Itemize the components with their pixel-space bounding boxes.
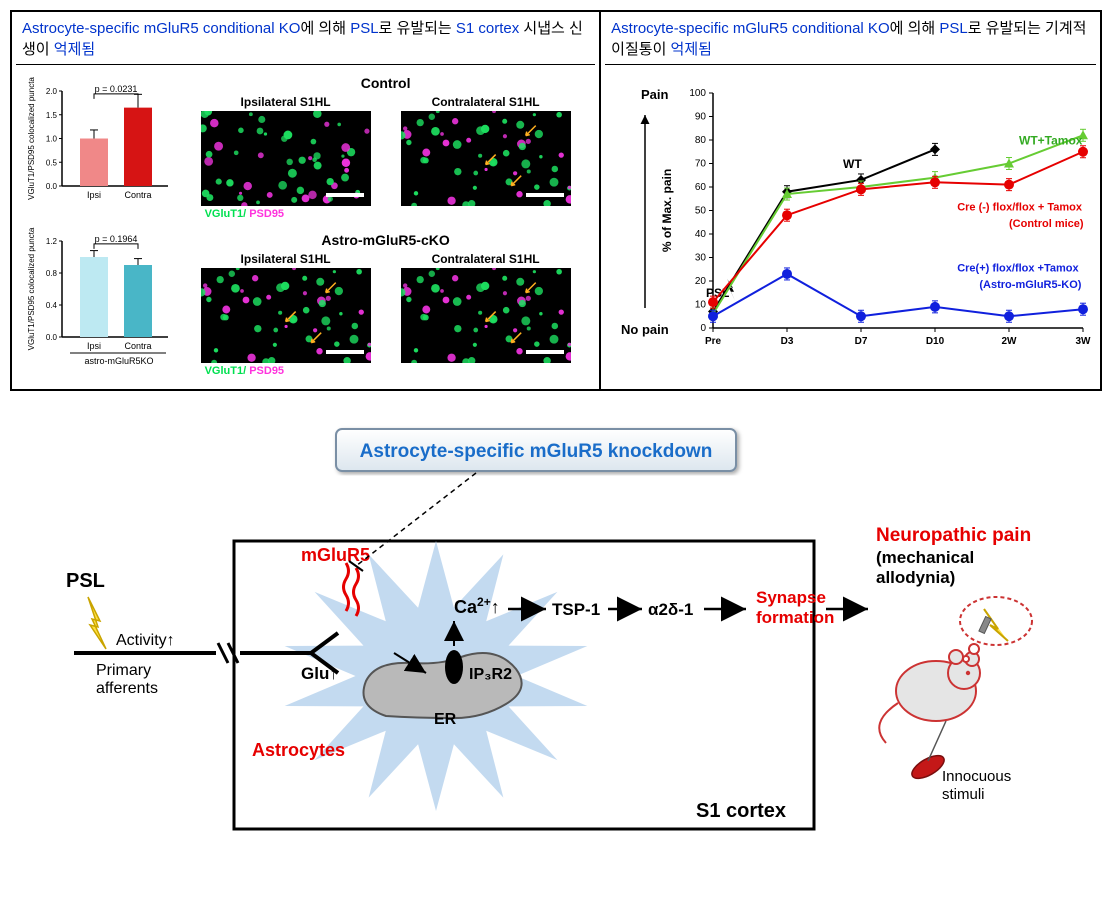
- svg-text:mGluR5: mGluR5: [301, 545, 370, 565]
- svg-text:0.5: 0.5: [46, 158, 58, 167]
- svg-text:2W: 2W: [1002, 336, 1018, 347]
- svg-text:40: 40: [695, 229, 707, 240]
- fluo-vglut1-b: VGluT1/: [205, 365, 247, 377]
- line-chart: 0102030405060708090100PreD3D7D102W3W% of…: [613, 73, 1083, 353]
- svg-text:1.0: 1.0: [46, 135, 58, 144]
- svg-text:10: 10: [695, 300, 707, 311]
- svg-text:Contra: Contra: [124, 190, 151, 200]
- svg-text:Cre(+) flox/flox +Tamox: Cre(+) flox/flox +Tamox: [957, 263, 1079, 275]
- mechanism-diagram: Astrocyte-specific mGluR5 knockdown S1 co…: [56, 421, 1056, 851]
- micro-cko-title: Astro-mGluR5-cKO: [184, 232, 587, 248]
- svg-text:Synapse: Synapse: [756, 588, 826, 607]
- svg-text:VGluT1/PSD95 colocalized punct: VGluT1/PSD95 colocalized puncta: [27, 77, 36, 200]
- svg-text:VGluT1/PSD95 colocalized punct: VGluT1/PSD95 colocalized puncta: [27, 227, 36, 350]
- svg-text:(Astro-mGluR5-KO): (Astro-mGluR5-KO): [980, 279, 1082, 291]
- svg-text:(mechanical: (mechanical: [876, 548, 974, 567]
- svg-text:1.5: 1.5: [46, 111, 58, 120]
- panel-right-title: Astrocyte-specific mGluR5 conditional KO…: [605, 16, 1096, 65]
- svg-text:0.0: 0.0: [46, 182, 58, 191]
- barchart-cko: 0.0 0.4 0.8 1.2 Ipsi Contra p = 0.1964 VGluT1/P…: [24, 223, 174, 353]
- fluo-psd95-b: PSD95: [246, 365, 284, 377]
- svg-text:No pain: No pain: [621, 322, 669, 337]
- svg-text:50: 50: [695, 206, 707, 217]
- svg-text:p = 0.0231: p = 0.0231: [95, 84, 138, 94]
- svg-text:Neuropathic pain: Neuropathic pain: [876, 525, 1031, 546]
- svg-text:60: 60: [695, 182, 707, 193]
- svg-text:Ipsi: Ipsi: [87, 341, 101, 351]
- svg-text:D3: D3: [781, 336, 794, 347]
- svg-text:0.4: 0.4: [46, 301, 58, 310]
- svg-text:D7: D7: [855, 336, 868, 347]
- svg-text:stimuli: stimuli: [942, 786, 985, 803]
- svg-text:Primary: Primary: [96, 662, 151, 679]
- fluo-vglut1: VGluT1/: [205, 208, 247, 220]
- ipsi-label: Ipsilateral S1HL: [201, 95, 371, 109]
- svg-text:1.2: 1.2: [46, 237, 58, 246]
- svg-text:Activity↑: Activity↑: [116, 632, 175, 649]
- svg-text:Cre (-) flox/flox + Tamox: Cre (-) flox/flox + Tamox: [957, 202, 1083, 214]
- svg-text:WT: WT: [843, 157, 862, 171]
- svg-text:0.8: 0.8: [46, 269, 58, 278]
- svg-text:PSL: PSL: [66, 570, 105, 592]
- micrographs: Control Ipsilateral S1HL VGluT1/ PSD95 C…: [184, 73, 587, 377]
- svg-text:WT+Tamox: WT+Tamox: [1019, 134, 1083, 148]
- svg-text:Innocuous: Innocuous: [942, 768, 1011, 785]
- svg-text:0: 0: [701, 323, 707, 334]
- micro-control-contra: [401, 111, 571, 206]
- svg-text:Ipsi: Ipsi: [87, 190, 101, 200]
- top-panels: Astrocyte-specific mGluR5 conditional KO…: [10, 10, 1102, 391]
- svg-text:2.0: 2.0: [46, 87, 58, 96]
- svg-text:Astrocytes: Astrocytes: [252, 740, 345, 760]
- svg-text:S1 cortex: S1 cortex: [696, 800, 786, 822]
- panel-left-body: 0.0 0.5 1.0 1.5 2.0 Ipsi Contra p = 0.0231 VGluT…: [16, 65, 595, 385]
- svg-text:D10: D10: [926, 336, 945, 347]
- svg-text:IP₃R2: IP₃R2: [469, 666, 512, 683]
- svg-text:afferents: afferents: [96, 680, 158, 697]
- svg-text:(Control mice): (Control mice): [1009, 218, 1084, 230]
- micro-control-ipsi: [201, 111, 371, 206]
- svg-text:0.0: 0.0: [46, 333, 58, 342]
- micro-control-title: Control: [184, 75, 587, 91]
- svg-text:90: 90: [695, 112, 707, 123]
- svg-text:30: 30: [695, 253, 707, 264]
- svg-text:100: 100: [689, 88, 706, 99]
- svg-text:% of Max. pain: % of Max. pain: [660, 169, 674, 252]
- svg-text:formation: formation: [756, 608, 834, 627]
- micro-cko-ipsi: [201, 268, 371, 363]
- panel-left: Astrocyte-specific mGluR5 conditional KO…: [11, 11, 600, 390]
- svg-text:Contra: Contra: [124, 341, 151, 351]
- panel-left-title: Astrocyte-specific mGluR5 conditional KO…: [16, 16, 595, 65]
- barcharts: 0.0 0.5 1.0 1.5 2.0 Ipsi Contra p = 0.0231 VGluT…: [24, 73, 174, 377]
- micro-cko-contra: [401, 268, 571, 363]
- barchart-control: 0.0 0.5 1.0 1.5 2.0 Ipsi Contra p = 0.0231 VGluT…: [24, 73, 174, 203]
- contra-label2: Contralateral S1HL: [401, 252, 571, 266]
- svg-text:α2δ-1: α2δ-1: [648, 600, 693, 619]
- panel-right-body: 0 10 20 30 40 50 60 70 80 90 100 Pre D3 D7 D10 2W 3W % of…: [605, 65, 1096, 361]
- micro-row-control: Ipsilateral S1HL VGluT1/ PSD95 Contralat…: [184, 95, 587, 220]
- svg-text:3W: 3W: [1076, 336, 1092, 347]
- fluo-psd95: PSD95: [246, 208, 284, 220]
- svg-text:Pre: Pre: [705, 336, 722, 347]
- svg-text:p = 0.1964: p = 0.1964: [95, 234, 138, 244]
- svg-text:Glu↑: Glu↑: [301, 664, 338, 683]
- svg-text:ER: ER: [434, 711, 457, 728]
- ipsi-label2: Ipsilateral S1HL: [201, 252, 371, 266]
- svg-text:Pain: Pain: [641, 87, 669, 102]
- svg-text:20: 20: [695, 276, 707, 287]
- svg-text:TSP-1: TSP-1: [552, 600, 600, 619]
- svg-text:70: 70: [695, 159, 707, 170]
- panel-right: Astrocyte-specific mGluR5 conditional KO…: [600, 11, 1101, 390]
- svg-text:astro-mGluR5KO: astro-mGluR5KO: [84, 356, 153, 366]
- svg-text:80: 80: [695, 135, 707, 146]
- micro-row-cko: Ipsilateral S1HL VGluT1/ PSD95 Contralat…: [184, 252, 587, 377]
- svg-text:allodynia): allodynia): [876, 568, 955, 587]
- svg-text:Astrocyte-specific mGluR5 knoc: Astrocyte-specific mGluR5 knockdown: [360, 441, 713, 462]
- contra-label: Contralateral S1HL: [401, 95, 571, 109]
- svg-text:Ca2+↑: Ca2+↑: [454, 595, 500, 617]
